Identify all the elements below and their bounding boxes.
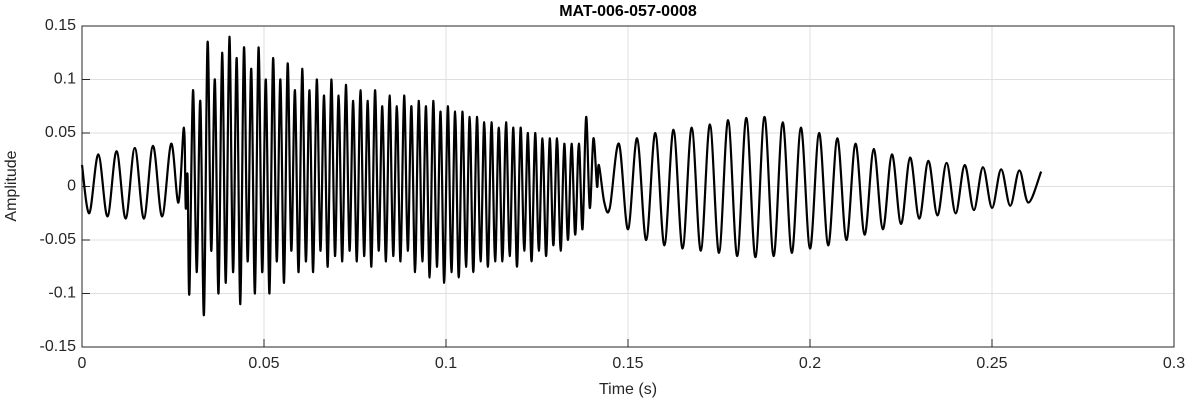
signal-line	[80, 35, 1043, 317]
x-tick-label: 0.2	[799, 355, 821, 372]
plot-frame	[81, 25, 1175, 348]
y-tick-label: -0.15	[40, 338, 77, 355]
x-tick-label: 0.1	[435, 355, 457, 372]
chart-title: MAT-006-057-0008	[559, 3, 697, 20]
y-tick-label: -0.05	[40, 231, 77, 248]
x-tick-label: 0.15	[612, 355, 643, 372]
y-tick-label: 0.1	[54, 71, 76, 88]
y-tick-label: 0.05	[45, 124, 76, 141]
x-tick-label: 0.05	[248, 355, 279, 372]
x-tick-label: 0.25	[976, 355, 1007, 372]
x-tick-label: 0.3	[1163, 355, 1185, 372]
y-tick-label: 0.15	[45, 17, 76, 34]
y-tick-label: -0.1	[48, 285, 76, 302]
x-tick-label: 0	[78, 355, 87, 372]
y-tick-label: 0	[67, 178, 76, 195]
y-axis-label: Amplitude	[3, 150, 20, 221]
x-axis-label: Time (s)	[599, 381, 657, 398]
